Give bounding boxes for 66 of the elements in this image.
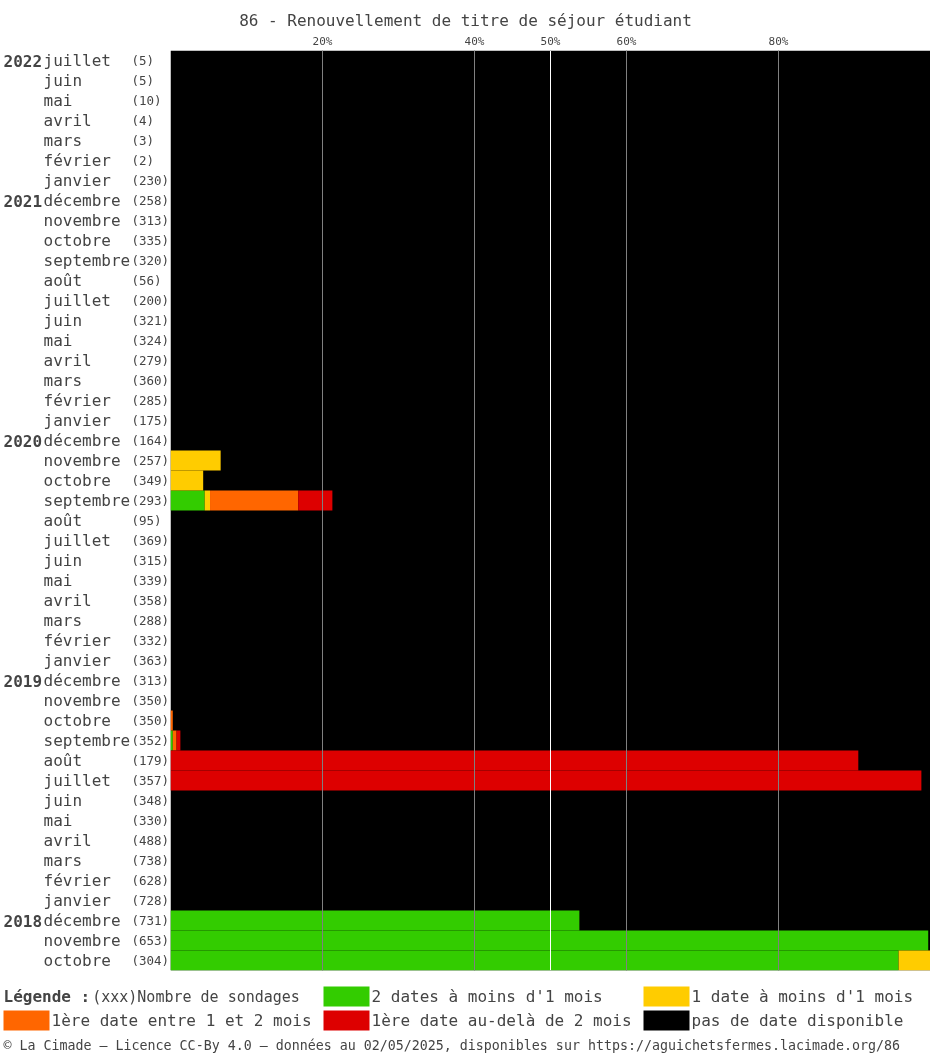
- category-label: mars (3): [43, 131, 155, 150]
- category-label: août (56): [43, 271, 162, 290]
- legend-label: pas de date disponible: [691, 1011, 904, 1030]
- category-label: avril (358): [43, 591, 170, 610]
- category-label: mai (324): [43, 331, 170, 350]
- category-label: octobre (335): [43, 231, 170, 250]
- y-tick-label: septembre(352): [43, 731, 170, 750]
- category-label: avril (488): [43, 831, 170, 850]
- y-tick-label: 2018décembre (731): [3, 911, 170, 931]
- y-tick-label: 2021décembre (258): [3, 191, 170, 211]
- category-label: janvier (230): [43, 171, 170, 190]
- category-label: février (2): [43, 151, 155, 170]
- bar: [204, 490, 211, 511]
- y-tick-label: 2020décembre (164): [3, 431, 170, 451]
- category-label: février (628): [43, 871, 170, 890]
- category-label: octobre (304): [43, 951, 170, 970]
- legend-label: 1ère date entre 1 et 2 mois: [51, 1011, 312, 1030]
- legend-label: 1ère date au-delà de 2 mois: [371, 1011, 632, 1030]
- category-label: octobre (350): [43, 711, 170, 730]
- category-label: juillet (200): [43, 291, 170, 310]
- x-tick-label: 60%: [616, 34, 637, 48]
- category-label: 2022juillet (5): [3, 51, 155, 71]
- category-label: juin (321): [43, 311, 170, 330]
- y-tick-label: septembre(320): [43, 251, 170, 270]
- category-label: avril (4): [43, 111, 155, 130]
- x-tick-label: 20%: [312, 34, 333, 48]
- category-label: juillet (369): [43, 531, 170, 550]
- x-tick-label: 40%: [464, 34, 485, 48]
- legend-title: Légende :: [3, 987, 91, 1006]
- y-tick-label: novembre (313): [43, 211, 170, 230]
- text: (xxx)Nombre de sondages: [92, 987, 300, 1006]
- bar: [172, 730, 177, 751]
- category-label: février (285): [43, 391, 170, 410]
- category-label: juin (315): [43, 551, 170, 570]
- legend-label: 2 dates à moins d'1 mois: [371, 987, 603, 1006]
- y-tick-label: novembre (257): [43, 451, 170, 470]
- bar: [210, 490, 299, 511]
- category-label: janvier (363): [43, 651, 170, 670]
- category-label: mars (360): [43, 371, 170, 390]
- category-label: mai (339): [43, 571, 170, 590]
- bar: [898, 950, 930, 971]
- category-label: mai (330): [43, 811, 170, 830]
- category-label: avril (279): [43, 351, 170, 370]
- legend-label: 1 date à moins d'1 mois: [691, 987, 914, 1006]
- y-tick-label: novembre (653): [43, 931, 170, 950]
- x-tick-label: 50%: [540, 34, 561, 48]
- chart-title: 86 - Renouvellement de titre de séjour étudiant: [239, 10, 692, 30]
- text: © La Cimade — Licence CC-By 4.0 — données au 02/05/2025, disponibles sur https://aguichetsfermes.lacimade.org/86: [3, 1038, 901, 1053]
- category-label: mai (10): [43, 91, 162, 110]
- bar: [170, 490, 205, 511]
- category-label: août (95): [43, 511, 162, 530]
- category-label: mars (738): [43, 851, 170, 870]
- y-tick-label: novembre (350): [43, 691, 170, 710]
- category-label: janvier (728): [43, 891, 170, 910]
- category-label: janvier (175): [43, 411, 170, 430]
- y-tick-label: 2019décembre (313): [3, 671, 170, 691]
- x-tick-label: 80%: [768, 34, 789, 48]
- y-tick-label: septembre(293): [43, 491, 170, 510]
- category-label: juin (5): [43, 71, 155, 90]
- category-label: juin (348): [43, 791, 170, 810]
- category-label: août (179): [43, 751, 170, 770]
- category-label: février (332): [43, 631, 170, 650]
- bar: [298, 490, 333, 511]
- category-label: octobre (349): [43, 471, 170, 490]
- category-label: juillet (357): [43, 771, 170, 790]
- category-label: mars (288): [43, 611, 170, 630]
